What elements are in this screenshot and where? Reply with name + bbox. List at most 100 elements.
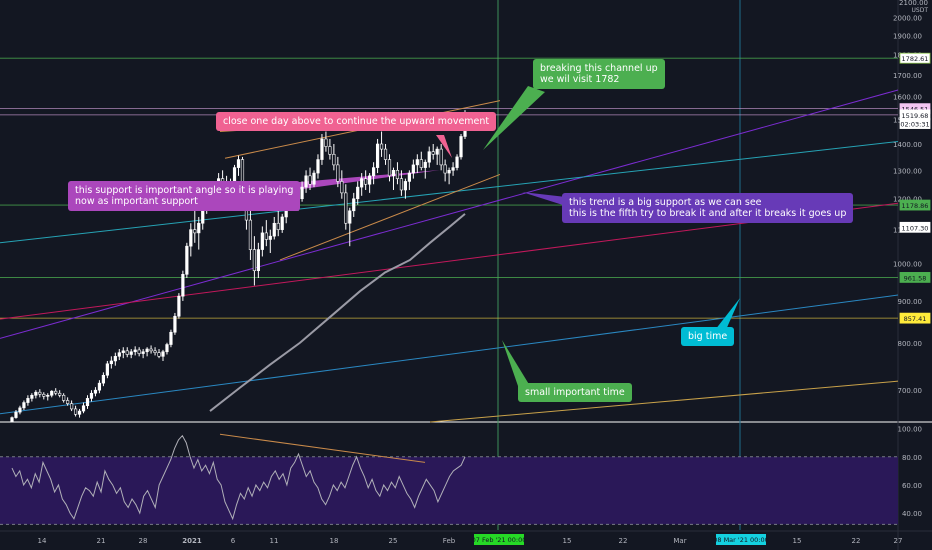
annotation-line: this trend is a big support as we can se… bbox=[569, 197, 762, 208]
candle-body bbox=[42, 393, 46, 397]
candle-body bbox=[459, 136, 463, 158]
candle-body bbox=[344, 192, 348, 224]
time-tick-label: Feb bbox=[443, 537, 456, 545]
candle-body bbox=[372, 167, 376, 177]
candle-body bbox=[427, 151, 431, 163]
annotation-line: big time bbox=[688, 331, 728, 342]
candle-body bbox=[165, 344, 169, 353]
candle-body bbox=[26, 398, 30, 403]
time-tick-label: 15 bbox=[793, 537, 802, 545]
candle-body bbox=[62, 394, 66, 401]
candle-body bbox=[14, 411, 18, 418]
bigtime-note[interactable]: big time bbox=[681, 327, 735, 346]
candle-body bbox=[383, 148, 388, 160]
candle-body bbox=[419, 159, 423, 168]
candle-body bbox=[439, 148, 443, 166]
candle-body bbox=[101, 374, 105, 384]
candle-body bbox=[368, 175, 372, 185]
annotation-line: now as important support bbox=[75, 196, 198, 207]
candle-body bbox=[276, 222, 280, 230]
candle-body bbox=[308, 175, 312, 185]
support-note[interactable]: this support is important angle so it is… bbox=[68, 181, 301, 211]
price-label-box bbox=[899, 272, 931, 283]
candle-body bbox=[161, 351, 165, 357]
candle-body bbox=[93, 389, 98, 394]
candle-body bbox=[137, 349, 141, 354]
price-tick-label: 1900.00 bbox=[893, 33, 922, 41]
candle-body bbox=[411, 164, 415, 174]
annotation-line: this is the fifth try to break it and af… bbox=[569, 208, 847, 219]
rsi-line bbox=[11, 434, 466, 521]
time-tick-label: 15 bbox=[563, 537, 572, 545]
price-label-box bbox=[899, 118, 931, 129]
rsi-panel bbox=[0, 433, 898, 525]
time-marker-text: 08 Mar '21 00:00 bbox=[713, 536, 769, 544]
price-label-text: 02:03:31 bbox=[900, 121, 929, 129]
rsi-divergence-line bbox=[219, 433, 426, 463]
candle-body bbox=[256, 249, 260, 271]
candle-body bbox=[280, 216, 284, 230]
time-tick-label: 21 bbox=[97, 537, 106, 545]
rsi-tick-label: 40.00 bbox=[902, 510, 922, 518]
time-tick-label: 2021 bbox=[182, 537, 202, 545]
candle-body bbox=[352, 198, 356, 212]
candle-body bbox=[451, 167, 455, 171]
channel-note[interactable]: breaking this channel up we wil visit 178… bbox=[533, 59, 665, 89]
candle-body bbox=[125, 350, 129, 355]
candle-body bbox=[85, 398, 90, 407]
candle-body bbox=[395, 170, 400, 179]
channel-note-pointer bbox=[483, 86, 545, 150]
candle-body bbox=[236, 159, 241, 168]
trendline-cyan bbox=[0, 140, 899, 244]
candle-body bbox=[113, 356, 117, 362]
candle-body bbox=[129, 351, 133, 355]
price-label-text: 1782.61 bbox=[902, 55, 929, 63]
candle-body bbox=[375, 143, 380, 168]
time-tick-label: 27 bbox=[894, 537, 903, 545]
price-label-box bbox=[899, 52, 931, 64]
candle-body bbox=[268, 235, 272, 240]
candle-body bbox=[46, 394, 50, 397]
candle-body bbox=[300, 186, 304, 200]
candle-body bbox=[34, 391, 38, 396]
candle-body bbox=[58, 392, 62, 396]
trend-note[interactable]: this trend is a big support as we can se… bbox=[562, 193, 854, 223]
candle-body bbox=[360, 178, 364, 188]
price-label-text: 1107.30 bbox=[902, 224, 929, 232]
candle-body bbox=[177, 295, 181, 317]
rsi-tick-label: 100.00 bbox=[898, 426, 923, 434]
price-label-box bbox=[899, 199, 931, 211]
candle-body bbox=[455, 156, 459, 168]
candle-body bbox=[443, 164, 447, 174]
trendline-purple bbox=[0, 89, 899, 339]
candle-body bbox=[391, 170, 396, 177]
candle-body bbox=[66, 400, 70, 404]
time-tick-label: 11 bbox=[270, 537, 279, 545]
time-marker-box bbox=[716, 534, 766, 545]
candle-body bbox=[431, 151, 435, 155]
smalltime-note[interactable]: small important time bbox=[518, 383, 632, 402]
close-note[interactable]: close one day above to continue the upwa… bbox=[216, 112, 497, 131]
candle-body bbox=[153, 350, 157, 353]
time-marker-text: 07 Feb '21 00:00 bbox=[472, 536, 527, 544]
price-tick-label: 800.00 bbox=[898, 340, 923, 348]
candle-body bbox=[232, 167, 237, 182]
candle-body bbox=[133, 349, 137, 353]
candle-body bbox=[105, 363, 109, 376]
price-tick-label: 2000.00 bbox=[893, 14, 922, 22]
candle-body bbox=[189, 229, 193, 247]
price-tick-label: 1400.00 bbox=[893, 141, 922, 149]
candle-body bbox=[81, 405, 86, 412]
time-tick-label: 22 bbox=[852, 537, 861, 545]
candle-body bbox=[149, 348, 153, 352]
candle-body bbox=[10, 417, 14, 423]
candle-body bbox=[348, 210, 352, 224]
price-tick-label: 1600.00 bbox=[893, 94, 922, 102]
candle-body bbox=[260, 232, 264, 250]
candle-body bbox=[252, 249, 256, 271]
smalltime-note-pointer bbox=[502, 340, 530, 386]
time-tick-label: 22 bbox=[619, 537, 628, 545]
price-tick-label: 1300.00 bbox=[893, 167, 922, 175]
